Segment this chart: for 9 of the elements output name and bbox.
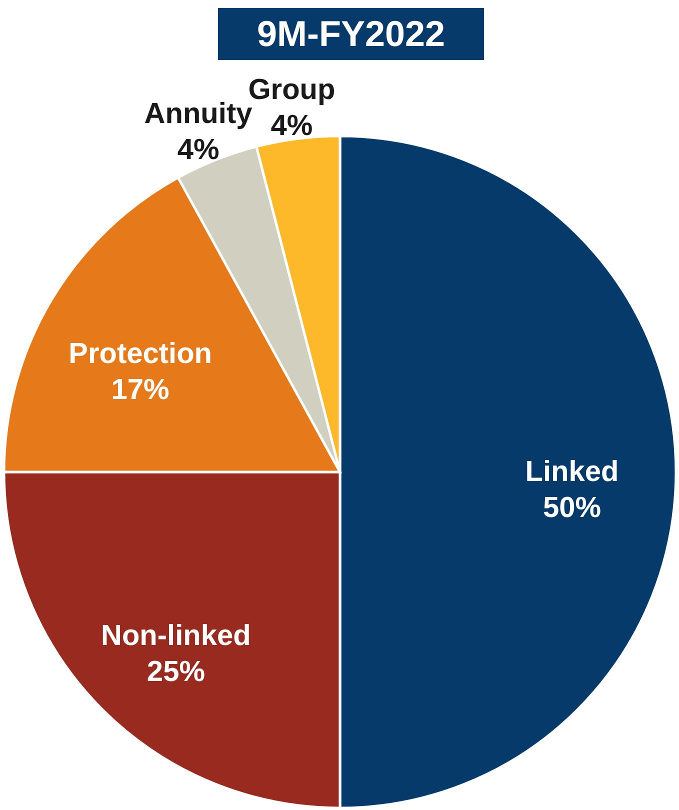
data-label: 17%: [111, 374, 170, 406]
slice-label: Non-linked: [101, 620, 251, 652]
data-label: 4%: [270, 110, 313, 142]
data-label: 25%: [146, 656, 206, 688]
data-label: 50%: [542, 492, 602, 524]
slice-label: Protection: [68, 338, 212, 370]
data-label: 4%: [177, 134, 220, 166]
chart-title: 9M-FY2022: [256, 13, 446, 54]
slice-label: Linked: [525, 456, 619, 488]
